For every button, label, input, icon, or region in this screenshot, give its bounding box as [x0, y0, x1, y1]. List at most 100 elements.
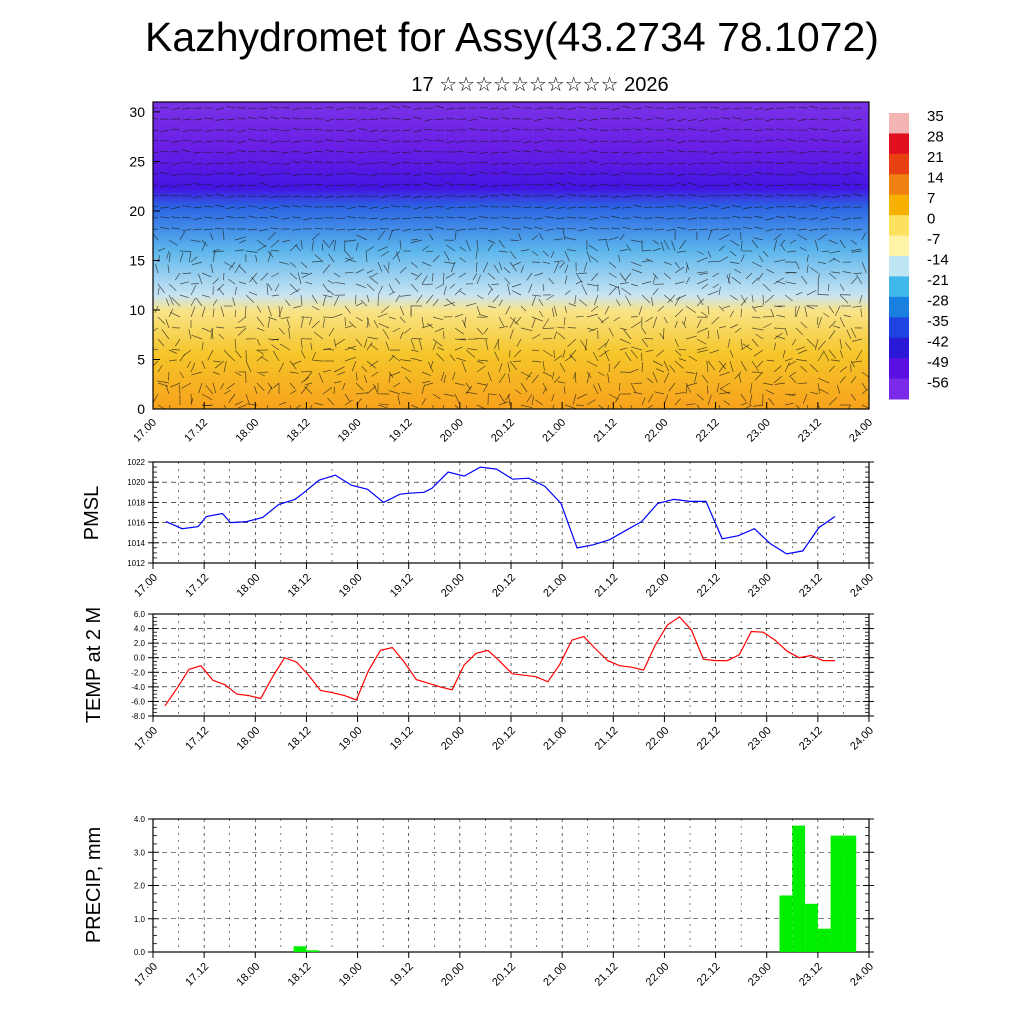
wind-barb [608, 236, 619, 241]
wind-barb [501, 162, 511, 165]
wind-barb [368, 140, 379, 142]
wind-barb [215, 326, 225, 329]
wind-barb [665, 205, 676, 208]
wind-barb [300, 338, 303, 349]
wind-barb [204, 194, 214, 197]
wind-barb [271, 272, 280, 278]
wind-barb [260, 272, 269, 281]
wind-barb [666, 228, 676, 232]
wind-barb [435, 216, 445, 219]
wind-barb [421, 275, 428, 285]
colorbar-label: 21 [927, 149, 944, 166]
y-tick-label: 1012 [127, 559, 145, 568]
wind-barb [424, 150, 434, 153]
wind-barb [706, 360, 709, 373]
wind-barb [707, 330, 710, 340]
wind-barb [300, 261, 308, 268]
wind-barb [475, 337, 489, 340]
wind-barb [828, 239, 838, 245]
wind-barb [411, 338, 423, 340]
wind-barb [425, 294, 434, 304]
x-tick-label: 20.00 [438, 417, 466, 445]
wind-barb [507, 283, 511, 296]
wind-barb [611, 140, 621, 143]
wind-barb [685, 305, 696, 313]
wind-barb [333, 381, 342, 384]
wind-barb [395, 294, 401, 302]
wind-barb [410, 357, 423, 362]
wind-barb [401, 129, 412, 132]
wind-barb [593, 294, 599, 306]
wind-barb [512, 360, 522, 362]
wind-barb [236, 217, 247, 219]
wind-barb [267, 318, 270, 329]
wind-barb [753, 349, 764, 357]
wind-barb [765, 118, 775, 122]
wind-barb [168, 349, 177, 354]
wind-barb [828, 272, 837, 280]
wind-barb [599, 349, 610, 358]
wind-barb [625, 244, 632, 252]
wind-barb [828, 320, 837, 329]
wind-barb [548, 277, 555, 285]
wind-barb [839, 294, 849, 304]
wind-barb [699, 106, 709, 109]
wind-barb [160, 226, 170, 230]
wind-barb [198, 273, 203, 285]
wind-barb [766, 359, 775, 362]
wind-barb [256, 349, 264, 355]
wind-barb [182, 149, 192, 153]
wind-barb [655, 228, 665, 231]
wind-barb [676, 107, 687, 109]
wind-barb [302, 173, 313, 175]
wind-barb [699, 140, 709, 143]
wind-barb [742, 128, 753, 131]
wind-barb [413, 116, 423, 120]
wind-barb [851, 360, 863, 363]
wind-barb [797, 106, 808, 109]
wind-barb [259, 228, 269, 232]
wind-barb [743, 226, 753, 230]
colorbar-swatch [889, 215, 909, 237]
wind-barb [656, 349, 665, 357]
wind-barb [531, 295, 536, 307]
wind-barb [630, 368, 639, 373]
wind-barb [566, 216, 577, 219]
wind-barb [468, 217, 478, 220]
wind-barb [489, 195, 500, 197]
wind-barb [445, 298, 456, 307]
wind-barb [681, 321, 687, 329]
wind-barb [501, 129, 511, 133]
wind-barb [734, 371, 742, 380]
wind-barb [370, 272, 379, 278]
wind-barb [578, 118, 588, 122]
wind-barb [247, 184, 258, 187]
wind-barb [630, 382, 637, 394]
wind-barb [551, 371, 555, 380]
wind-barb [170, 129, 181, 131]
wind-barb [300, 384, 309, 395]
wind-barb [234, 371, 242, 377]
wind-barb [237, 129, 247, 133]
wind-barb [328, 253, 335, 263]
wind-barb [630, 316, 639, 318]
wind-barb [633, 116, 643, 120]
wind-barb [707, 385, 709, 395]
wind-barb [313, 217, 324, 220]
wind-barb [355, 242, 359, 252]
wind-barb [652, 288, 659, 296]
wind-barb [589, 195, 599, 198]
wind-barb [608, 272, 617, 278]
x-tick-label: 21.00 [541, 572, 569, 600]
wind-barb [764, 195, 775, 197]
wind-barb [850, 393, 857, 401]
wind-barb [325, 195, 335, 198]
wind-barb [773, 376, 782, 384]
wind-barb [616, 299, 621, 307]
wind-barb [600, 316, 610, 324]
wind-barb [697, 349, 709, 353]
wind-barb [377, 285, 384, 296]
colorbar-swatch [889, 194, 909, 216]
wind-barb [666, 217, 676, 220]
wind-barb [490, 162, 500, 166]
